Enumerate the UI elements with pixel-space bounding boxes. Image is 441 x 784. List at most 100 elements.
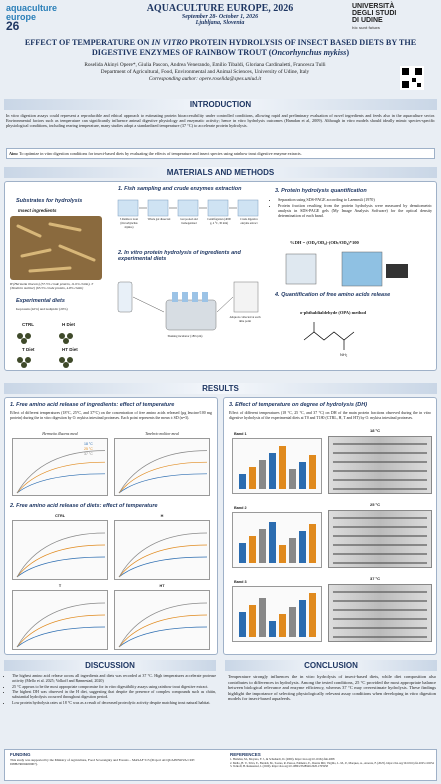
chart [114,590,210,650]
bar [249,605,256,637]
bar [249,467,256,489]
gel-band [333,535,427,537]
logo-number: 26 [6,19,20,33]
bullet: Protein fraction resulting from the prot… [278,203,432,218]
legend-entry: 25 °C [84,447,93,451]
chart-title: Tenebrio molitor meal [145,432,179,436]
curve [118,544,208,578]
gel-image [328,584,432,642]
molecule-label: NH₂ [340,352,348,357]
panel-title: 2. Free amino acid release of diets: eff… [10,503,158,509]
curve [16,614,106,648]
gel-band [333,479,427,481]
bar [269,453,276,489]
gel-band [333,443,427,445]
curve [16,473,106,494]
chart-title: Hermetia illucens meal [42,432,78,436]
panel-title: 1. Free amino acid release of ingredient… [10,402,175,408]
bar [279,545,286,563]
curve [118,626,208,648]
bar [269,621,276,637]
step-label: Crude digestive enzyme extract [240,218,258,225]
section-heading: RESULTS [4,383,437,394]
step1-labels: 3 Rainbow trout (Oncorhynchus mykiss) Wh… [116,218,262,230]
step-title: 1. Fish sampling and crude enzymes extra… [118,186,242,192]
logo-word: europe [6,12,37,22]
bar [299,462,306,489]
gel-apparatus [285,251,408,287]
curve [16,544,106,578]
legend-entry: 37 °C [84,452,93,456]
bar [299,531,306,563]
conference-info: AQUACULTURE EUROPE, 2026 September 28- O… [120,3,320,26]
conference: AQUACULTURE EUROPE, 2026 [146,3,294,14]
diet-label: CTRL [22,322,34,327]
temp-label: 18 °C [370,428,381,433]
chart-graphic [118,602,208,648]
intro-text: In vitro digestion assays could represen… [6,113,435,128]
chart-graphic [16,532,106,578]
aim-text: To optimize in vitro digestion condition… [19,151,302,156]
bar [279,614,286,637]
references-title: REFERENCES [230,752,261,757]
gel-image [328,436,432,494]
title: EFFECT OF TEMPERATURE ON IN VITRO PROTEI… [6,38,435,57]
bullet: Separation using SDS-PAGE according to L… [278,197,432,202]
title-part: IN VITRO [151,38,188,47]
footer [4,749,437,781]
bar [239,612,246,637]
legend-entry: 18 °C [84,442,93,446]
curve [118,450,208,494]
band-label: Band 3 [234,580,247,584]
bullet: 25 °C appears to be the most appropriate… [12,684,216,690]
bar [259,598,266,637]
curve [118,556,208,578]
title-part: EFFECT OF TEMPERATURE ON [24,38,152,47]
logo-left: aquaculture europe 26 [6,3,76,33]
bar [279,446,286,489]
gel-band [333,461,427,463]
bar [259,529,266,563]
step-label: Centrifugation (4000 g, 4 °C, 30 min) [207,218,231,225]
diet-pellets [17,333,73,368]
gel-band [333,636,427,638]
bar [269,522,276,563]
chart-graphic [16,602,106,648]
step-label: Gut pooled and homogenized [180,218,198,225]
qr-code [400,66,424,90]
funding-title: FUNDING [10,752,31,757]
curve [16,556,106,578]
location: Ljubljana, Slovenia [195,20,245,26]
discussion-bullets: The highest amino acid release across al… [6,673,216,707]
curve [118,532,208,578]
bar [289,538,296,563]
affiliation: Department of Agricultural, Food, Enviro… [100,69,310,75]
gel-band [333,488,427,490]
aim-label: Aim: [9,151,19,156]
diets-title: Experimental diets [16,298,65,304]
leucine-structure [303,322,355,350]
conclusion-text: Temperature strongly influences the in v… [228,674,436,702]
gel-image [328,510,432,568]
section-heading: MATERIALS AND METHODS [4,167,437,178]
section-heading: INTRODUCTION [4,99,437,110]
curve [118,461,208,494]
temp-label: 25 °C [370,502,381,507]
step-label: 3 Rainbow trout (Oncorhynchus mykiss) [119,218,139,229]
chart-title: HT [159,584,165,588]
bar-chart [232,438,322,494]
gel-band [333,526,427,528]
bar [289,469,296,489]
chart-title: CTRL [54,514,66,518]
curve [118,473,208,494]
authors-block: Roselida Akinyi Opere*, Giulia Pascon, A… [40,62,370,83]
section-heading: DISCUSSION [4,660,216,671]
title-part: Oncorhynchus mykiss [271,47,347,57]
panel-text: Effect of different temperatures (18°C, … [10,411,212,420]
gel-band [333,452,427,454]
diet-label: H Diet [62,322,76,327]
curve [118,614,208,648]
bullet: Low protein hydrolysis rates at 18 °C wa… [12,700,216,706]
curve [16,602,106,648]
logo-word: aquaculture [6,3,58,13]
